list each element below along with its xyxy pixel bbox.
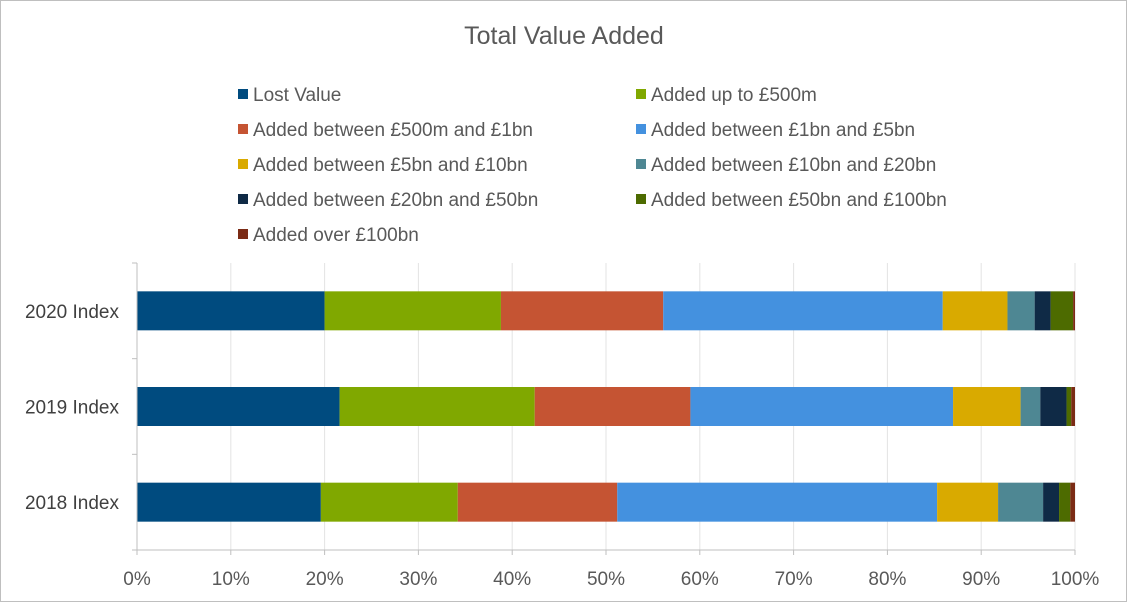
y-category-label: 2020 Index	[25, 302, 120, 323]
y-axis-category-labels: 2020 Index 2019 Index 2018 Index	[25, 302, 120, 514]
chart-title: Total Value Added	[464, 22, 664, 50]
legend-swatch	[636, 159, 646, 169]
legend: Lost Value Added up to £500m Added between…	[238, 85, 947, 246]
legend-label: Added between £20bn and £50bn	[253, 190, 538, 211]
x-tick-label: 70%	[775, 569, 813, 590]
legend-item: Added between £10bn and £20bn	[636, 155, 936, 176]
bar-segment	[1059, 482, 1071, 522]
legend-item: Added up to £500m	[636, 85, 817, 106]
bar-segment	[320, 482, 458, 522]
legend-label: Added between £500m and £1bn	[253, 120, 533, 141]
bar-segment	[1043, 482, 1060, 522]
legend-label: Added over £100bn	[253, 225, 419, 246]
legend-item: Added between £1bn and £5bn	[636, 120, 915, 141]
bar-segment	[457, 482, 618, 522]
bar-segment	[137, 482, 321, 522]
bar-segment	[953, 387, 1021, 426]
legend-item: Added between £5bn and £10bn	[238, 155, 528, 176]
bar-segment	[324, 291, 501, 331]
legend-item: Added over £100bn	[238, 225, 419, 246]
bar-segment	[137, 291, 325, 331]
y-category-label: 2018 Index	[25, 493, 120, 514]
legend-label: Added between £1bn and £5bn	[651, 120, 915, 141]
legend-label: Lost Value	[253, 85, 341, 106]
legend-label: Added between £50bn and £100bn	[651, 190, 947, 211]
legend-swatch	[636, 89, 646, 99]
bar-segment	[339, 387, 535, 426]
bar-segment	[998, 482, 1044, 522]
bar-segment	[1066, 387, 1072, 426]
legend-item: Added between £50bn and £100bn	[636, 190, 947, 211]
bar-segment	[617, 482, 938, 522]
legend-swatch	[636, 124, 646, 134]
legend-swatch	[238, 159, 248, 169]
bar-segment	[1071, 387, 1075, 426]
x-tick-label: 60%	[681, 569, 719, 590]
legend-item: Added between £500m and £1bn	[238, 120, 533, 141]
bar-segment	[500, 291, 664, 331]
bar-segment	[1073, 291, 1075, 331]
x-tick-label: 0%	[123, 569, 151, 590]
legend-label: Added between £10bn and £20bn	[651, 155, 936, 176]
bar-segment	[663, 291, 943, 331]
legend-label: Added up to £500m	[651, 85, 817, 106]
bar-segment	[1007, 291, 1035, 331]
bar-segment	[1040, 387, 1067, 426]
legend-swatch	[238, 229, 248, 239]
bar-segment	[937, 482, 999, 522]
bar-segment	[690, 387, 954, 426]
bar-segment	[1020, 387, 1041, 426]
x-tick-label: 20%	[306, 569, 344, 590]
legend-swatch	[238, 194, 248, 204]
x-tick-label: 10%	[212, 569, 250, 590]
bars	[137, 291, 1075, 522]
x-axis-tick-labels: 0% 10% 20% 30% 40% 50% 60% 70% 80% 90% 100%	[123, 569, 1099, 590]
x-tick-label: 30%	[399, 569, 437, 590]
bar-segment	[942, 291, 1008, 331]
x-tick-label: 80%	[868, 569, 906, 590]
legend-item: Added between £20bn and £50bn	[238, 190, 538, 211]
y-category-label: 2019 Index	[25, 398, 120, 419]
x-tick-label: 40%	[493, 569, 531, 590]
legend-swatch	[238, 89, 248, 99]
bar-segment	[1070, 482, 1075, 522]
legend-swatch	[636, 194, 646, 204]
bar-segment	[137, 387, 340, 426]
legend-item: Lost Value	[238, 85, 341, 106]
x-tick-label: 90%	[962, 569, 1000, 590]
bar-segment	[1034, 291, 1051, 331]
x-tick-label: 50%	[587, 569, 625, 590]
legend-swatch	[238, 124, 248, 134]
bar-segment	[1050, 291, 1074, 331]
bar-segment	[534, 387, 691, 426]
axes	[132, 262, 1076, 555]
legend-label: Added between £5bn and £10bn	[253, 155, 528, 176]
x-tick-label: 100%	[1051, 569, 1100, 590]
